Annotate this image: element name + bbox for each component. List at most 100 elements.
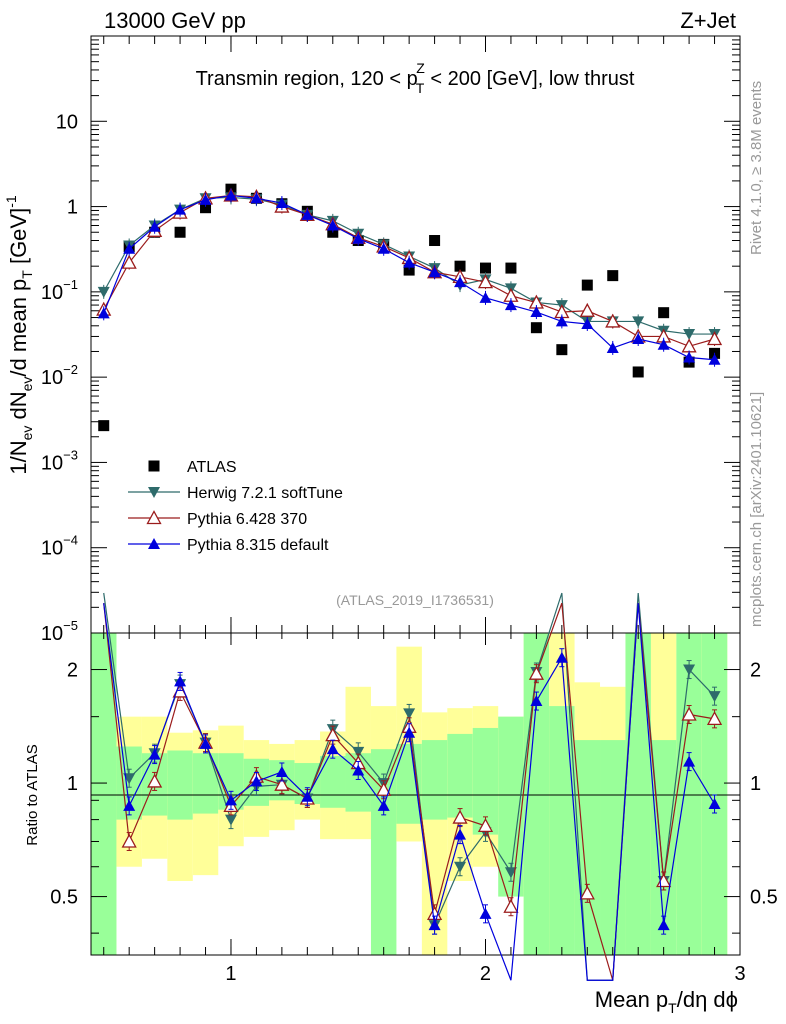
ratio-point-pythia-8-315-default <box>148 748 161 760</box>
ratio-point-herwig-7-2-1-softtune <box>504 867 517 879</box>
ratio-point-pythia-8-315-default <box>123 799 136 811</box>
main-point-pythia-8-315-default <box>250 192 263 204</box>
main-line-pythia-8-315-default <box>103 194 715 361</box>
main-point-pythia-8-315-default <box>606 341 619 353</box>
main-point-atlas <box>607 270 619 282</box>
main-point-atlas <box>98 420 110 432</box>
main-point-pythia-8-315-default <box>97 307 110 319</box>
ratio-point-pythia-8-315-default <box>555 651 568 663</box>
ratio-point-pythia-8-315-default <box>199 737 212 749</box>
main-point-pythia-8-315-default <box>224 189 237 201</box>
ratio-tick-label-right: 2 <box>750 660 761 682</box>
main-point-pythia-8-315-default <box>352 232 365 244</box>
ratio-point-pythia-8-315-default <box>708 798 721 810</box>
main-point-atlas <box>632 366 644 378</box>
main-point-pythia-8-315-default <box>454 276 467 288</box>
title-sup: Z <box>416 60 425 76</box>
legend: ATLAS Herwig 7.2.1 softTune Pythia 6.428 3… <box>128 459 343 554</box>
main-point-pythia-8-315-default <box>301 208 314 220</box>
legend-marker-pythia-8-315-default <box>148 538 160 549</box>
ratio-tick-label-left: 0.5 <box>50 887 78 909</box>
main-point-pythia-8-315-default <box>428 266 441 278</box>
ratio-point-pythia-6-428-370 <box>528 665 544 680</box>
ratio-tick-label-left: 1 <box>67 773 78 795</box>
main-point-pythia-8-315-default <box>657 338 670 350</box>
ratio-band-green <box>421 740 448 820</box>
main-point-atlas <box>530 322 542 334</box>
legend-marker-herwig-7-2-1-softtune <box>148 487 160 498</box>
legend-label-pythia-6-428-370: Pythia 6.428 370 <box>187 511 307 528</box>
main-point-pythia-8-315-default <box>199 193 212 205</box>
main-point-pythia-6-428-370 <box>706 331 723 346</box>
x-tick-label: 3 <box>734 963 745 985</box>
ratio-bands <box>91 633 728 955</box>
main-point-pythia-8-315-default <box>275 197 288 209</box>
main-point-pythia-6-428-370 <box>477 274 494 289</box>
y-axis-label: 1/Nev dNev/d mean pT [GeV]-1 <box>3 195 35 475</box>
ratio-point-herwig-7-2-1-softtune <box>224 814 237 826</box>
main-point-atlas <box>174 226 186 238</box>
main-point-pythia-8-315-default <box>530 306 543 318</box>
y-tick-label: 10 <box>56 111 78 133</box>
legend-marker-pythia-6-428-370 <box>146 510 162 525</box>
ratio-band-green <box>320 755 346 808</box>
y-tick-label: 10−3 <box>41 447 78 474</box>
y-tick-label: 10−1 <box>41 277 78 304</box>
main-point-pythia-8-315-default <box>174 203 187 215</box>
ratio-point-pythia-8-315-default <box>428 919 441 931</box>
ratio-point-pythia-6-428-370 <box>121 833 137 848</box>
ratio-point-pythia-6-428-370 <box>681 706 697 721</box>
ratio-point-pythia-8-315-default <box>403 726 416 738</box>
x-axis-label: Mean pT/dη dϕ <box>595 987 738 1016</box>
ratio-point-pythia-8-315-default <box>479 907 492 919</box>
mcplots-label: mcplots.cern.ch [arXiv:2401.10621] <box>748 392 765 627</box>
main-point-pythia-6-428-370 <box>605 313 621 328</box>
main-point-pythia-8-315-default <box>683 351 696 363</box>
main-point-pythia-6-428-370 <box>681 338 697 353</box>
ratio-point-pythia-8-315-default <box>657 919 670 931</box>
ratio-tick-label-left: 2 <box>67 660 78 682</box>
ratio-point-pythia-6-428-370 <box>147 773 163 788</box>
ratio-point-pythia-6-428-370 <box>477 818 494 833</box>
main-point-pythia-8-315-default <box>555 315 568 327</box>
ratio-point-pythia-8-315-default <box>683 755 696 767</box>
title-tail: < 200 [GeV], low thrust <box>425 68 635 90</box>
y-tick-label: 10−2 <box>41 362 78 389</box>
header-right: Z+Jet <box>680 8 736 33</box>
header-left: 13000 GeV pp <box>104 8 246 33</box>
main-point-pythia-8-315-default <box>479 291 492 303</box>
main-point-atlas <box>403 264 415 276</box>
main-point-atlas <box>429 235 441 247</box>
ratio-point-herwig-7-2-1-softtune <box>352 746 365 758</box>
main-point-atlas <box>505 262 517 274</box>
main-point-pythia-8-315-default <box>632 333 645 345</box>
analysis-watermark: (ATLAS_2019_I1736531) <box>336 592 494 608</box>
ratio-tick-label-right: 1 <box>750 773 761 795</box>
ratio-band-green <box>167 750 193 820</box>
ratio-point-pythia-8-315-default <box>224 794 237 806</box>
main-point-pythia-8-315-default <box>708 353 721 365</box>
axis-ticks: 1 2 3 10 1 10−1 10−2 10−3 10−4 10−5 0.5 0.5 1 1 2 2 <box>41 36 778 985</box>
main-series-group <box>96 183 723 432</box>
ratio-band-green <box>447 733 473 818</box>
ratio-point-pythia-8-315-default <box>326 743 339 755</box>
y-tick-label: 10−4 <box>41 533 78 560</box>
plot-title: Transmin region, 120 < pTZ < 200 [GeV], … <box>196 60 635 96</box>
ratio-point-pythia-8-315-default <box>377 799 390 811</box>
ratio-band-green <box>549 706 575 955</box>
main-point-pythia-8-315-default <box>326 219 339 231</box>
ratio-band-green <box>625 633 651 955</box>
legend-label-herwig-7-2-1-softtune: Herwig 7.2.1 softTune <box>187 485 343 502</box>
main-point-atlas <box>556 344 568 356</box>
ratio-band-green <box>676 633 702 955</box>
ratio-point-herwig-7-2-1-softtune <box>403 708 416 720</box>
title-sub: T <box>416 80 425 96</box>
main-point-pythia-8-315-default <box>148 220 161 232</box>
legend-marker-atlas <box>148 460 160 472</box>
ratio-point-pythia-8-315-default <box>352 764 365 776</box>
main-point-pythia-8-315-default <box>123 242 136 254</box>
ratio-band-green <box>701 633 728 955</box>
ratio-point-herwig-7-2-1-softtune <box>454 861 467 873</box>
ratio-point-pythia-6-428-370 <box>376 781 392 796</box>
main-point-atlas <box>454 260 466 272</box>
